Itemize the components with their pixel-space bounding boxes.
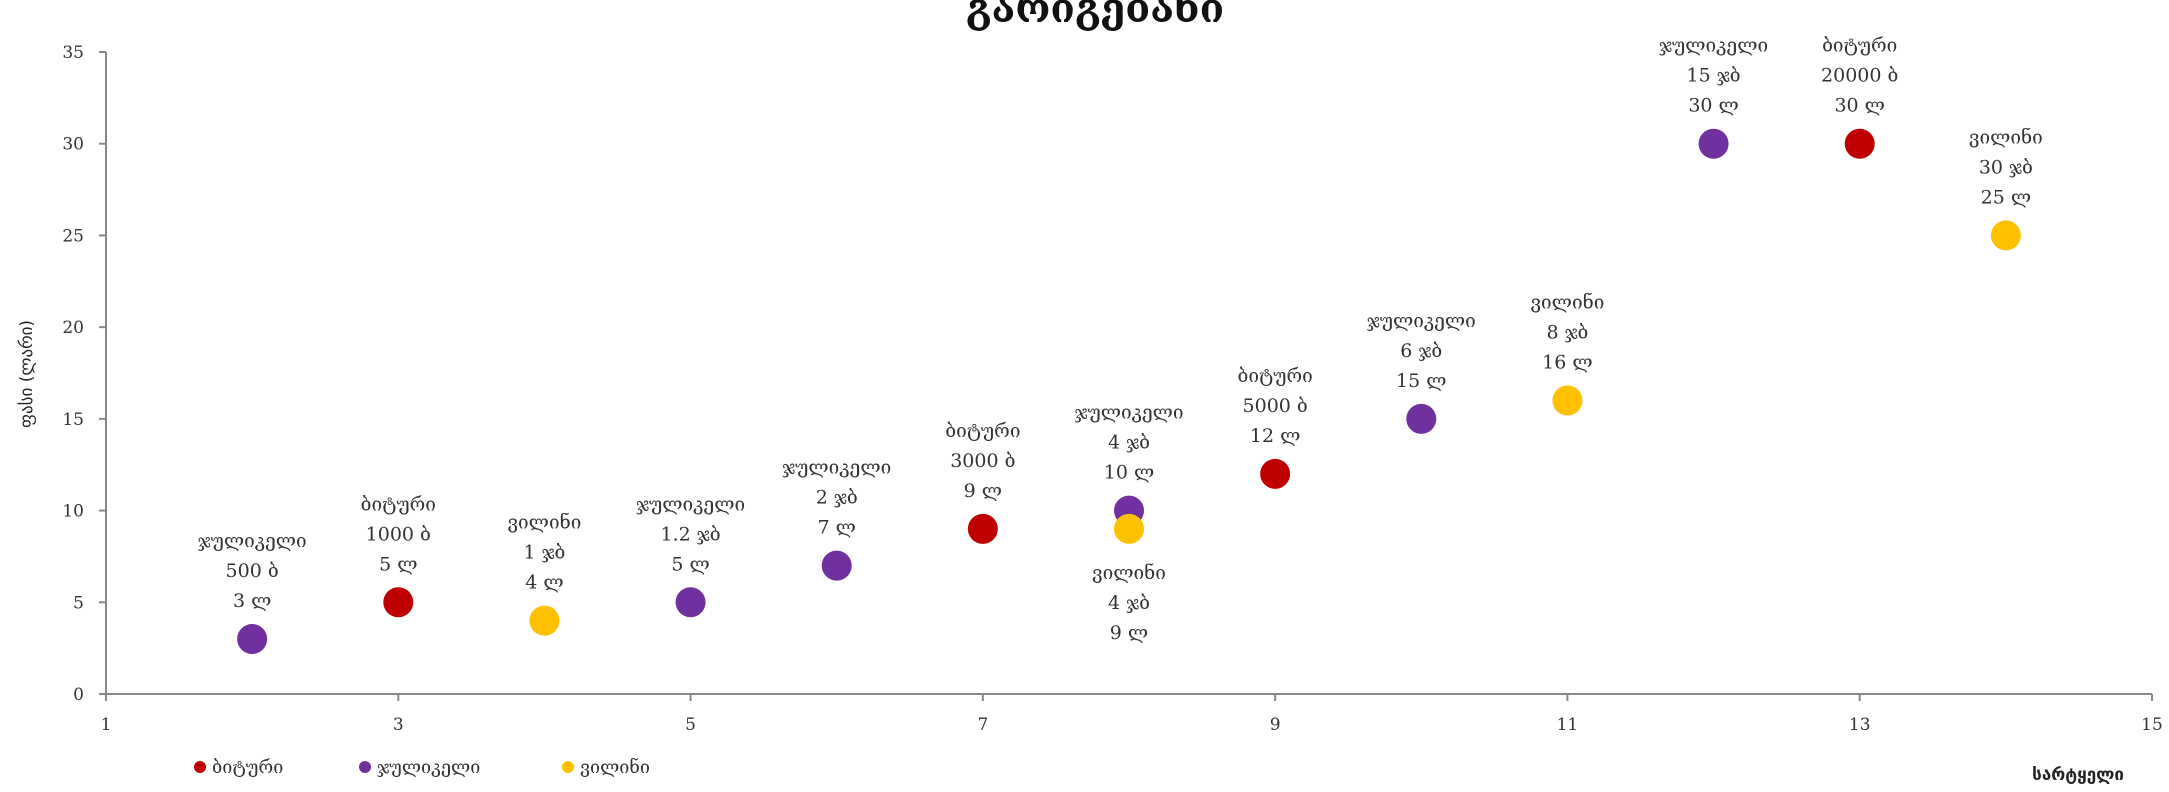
y-tick-label: 25 [62, 226, 84, 246]
data-label: 1000 ბ [366, 523, 431, 545]
data-label: 1 ჯბ [523, 542, 565, 564]
data-label: 8 ჯბ [1546, 322, 1588, 344]
data-point [383, 587, 414, 618]
data-point [821, 550, 852, 581]
data-point [1698, 128, 1729, 159]
chart-title: გარიგებანი [966, 0, 1224, 32]
data-label: ბიტური [361, 493, 436, 515]
legend-marker [194, 761, 206, 773]
data-label: 9 ლ [964, 480, 1002, 502]
data-label: 1.2 ჯბ [661, 523, 721, 545]
data-label: ვილინი [1092, 562, 1166, 584]
data-label: ჯულიკელი [1367, 310, 1476, 332]
y-tick-label: 5 [73, 593, 84, 613]
x-tick-label: 13 [1849, 715, 1871, 735]
legend-marker [359, 761, 371, 773]
data-label: 9 ლ [1110, 622, 1148, 644]
data-label: 30 ლ [1688, 95, 1738, 117]
data-label: 5000 ბ [1243, 395, 1308, 417]
x-tick-label: 15 [2141, 715, 2163, 735]
data-label: 20000 ბ [1821, 65, 1898, 87]
x-tick-label: 3 [393, 715, 404, 735]
data-label: ვილინი [1969, 126, 2043, 148]
data-label: 12 ლ [1250, 425, 1300, 447]
legend: ბიტური ჯულიკელი ვილინი [194, 756, 650, 778]
data-point [1260, 458, 1291, 489]
data-points: ბიტური 1000 ბ 5 ლ ბიტური 3000 ბ 9 ლ ბიტური 5000… [198, 35, 2043, 654]
data-label: 7 ლ [818, 517, 856, 539]
data-label: 5 ლ [379, 553, 417, 575]
data-label: 16 ლ [1542, 352, 1592, 374]
legend-label: ვილინი [580, 756, 650, 778]
x-tick-label: 7 [977, 715, 988, 735]
y-axis-title: ფასი (ლარი) [17, 320, 37, 428]
x-tick-label: 5 [685, 715, 696, 735]
data-label: 4 ლ [525, 572, 563, 594]
data-label: ვილინი [507, 512, 581, 534]
data-label: 2 ჯბ [816, 487, 858, 509]
data-label: ჯულიკელი [782, 457, 891, 479]
legend-label: ბიტური [212, 757, 283, 778]
data-label: ჯულიკელი [636, 493, 745, 515]
data-label: 3 ლ [233, 590, 271, 612]
data-label: ბიტური [1238, 365, 1313, 387]
data-label: 6 ჯბ [1400, 340, 1442, 362]
data-label: 15 ჯბ [1687, 65, 1741, 87]
data-label: 15 ლ [1396, 370, 1446, 392]
y-tick-label: 10 [62, 502, 84, 522]
y-tick-label: 35 [62, 43, 84, 63]
y-tick-label: 0 [73, 685, 84, 705]
data-label: 4 ჯბ [1108, 592, 1150, 614]
data-label: 25 ლ [1981, 186, 2031, 208]
data-point [529, 605, 560, 636]
y-tick-label: 30 [62, 135, 84, 155]
data-point [1990, 220, 2021, 251]
data-label: 10 ლ [1104, 462, 1154, 484]
data-label: ბიტური [945, 420, 1020, 442]
data-label: ვილინი [1530, 292, 1604, 314]
data-label: ბიტური [1822, 35, 1897, 57]
legend-label: ჯულიკელი [377, 757, 480, 778]
y-tick-label: 15 [62, 410, 84, 430]
data-label: ჯულიკელი [198, 530, 307, 552]
data-label: 4 ჯბ [1108, 432, 1150, 454]
data-point [237, 623, 268, 654]
data-label: 500 ბ [226, 560, 279, 582]
data-label: 30 ლ [1834, 95, 1884, 117]
x-tick-label: 1 [101, 715, 112, 735]
data-point [1114, 513, 1144, 544]
data-point [1552, 385, 1583, 416]
data-point [675, 587, 706, 618]
data-label: 5 ლ [671, 553, 709, 575]
data-label: ჯულიკელი [1659, 35, 1768, 57]
x-tick-label: 9 [1270, 715, 1281, 735]
x-tick-label: 11 [1557, 715, 1579, 735]
data-label: 3000 ბ [950, 450, 1015, 472]
data-point [967, 513, 998, 544]
y-axis-ticks: 0 5 10 15 20 25 30 35 [62, 43, 106, 705]
data-point [1406, 403, 1437, 434]
data-label: ჯულიკელი [1074, 402, 1183, 424]
legend-marker [562, 761, 574, 773]
x-axis-ticks: 1 3 5 7 9 11 13 15 [101, 694, 2163, 735]
data-point [1844, 128, 1875, 159]
data-label: 30 ჯბ [1979, 156, 2033, 178]
y-tick-label: 20 [62, 318, 84, 338]
x-axis-title: სარტყელი [2032, 765, 2124, 785]
